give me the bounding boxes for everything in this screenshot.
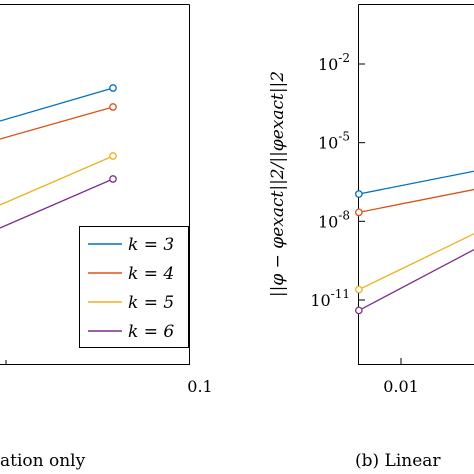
left-series-line-3: [0, 87, 114, 122]
legend-label-4: k = 4: [128, 264, 174, 284]
left-series-marker-3: [109, 84, 117, 92]
left-series-group: [0, 84, 117, 229]
right-series-line-5: [358, 233, 474, 291]
right-ytick-label-1: 10-8: [318, 208, 350, 231]
left-series-marker-4: [109, 103, 117, 111]
left-series-line-4: [0, 106, 114, 140]
right-ylabel: ||φ − φexact||2/||φexact||2: [268, 71, 288, 297]
right-series-marker-4: [354, 208, 363, 217]
right-series-line-4: [358, 188, 474, 213]
legend-label-6: k = 6: [128, 322, 174, 342]
right-ytick-label-0: 10-11: [310, 287, 350, 310]
left-series-marker-5: [109, 152, 117, 160]
left-series-line-5: [0, 155, 114, 206]
right-series-group: [354, 170, 474, 315]
right-series-marker-3: [354, 190, 363, 198]
legend-label-5: k = 5: [128, 293, 174, 313]
right-series-marker-6: [354, 306, 363, 315]
right-ytick-label-3: 10-2: [318, 51, 350, 74]
legend-label-3: k = 3: [128, 235, 174, 255]
left-series-marker-6: [109, 175, 117, 183]
left-series-line-6: [0, 178, 114, 229]
right-series-line-6: [358, 249, 474, 312]
right-xtick-label: 0.01: [383, 377, 419, 396]
right-ytick-label-2: 10-5: [318, 130, 350, 153]
legend-box: [79, 226, 189, 348]
legend: k = 3 k = 4 k = 5 k = 6: [79, 226, 189, 348]
right-panel: 10-11 10-8 10-5 10-2 0.01 ||φ − φexact||2/|…: [268, 4, 474, 471]
right-series-line-3: [358, 170, 474, 195]
left-xtick-label: 0.1: [187, 377, 212, 396]
left-caption: ation only: [0, 451, 86, 471]
right-caption: (b) Linear: [355, 451, 441, 471]
left-panel: 0.1 k = 3 k = 4 k = 5 k = 6 ation only: [0, 4, 213, 471]
right-series-marker-5: [354, 285, 363, 294]
